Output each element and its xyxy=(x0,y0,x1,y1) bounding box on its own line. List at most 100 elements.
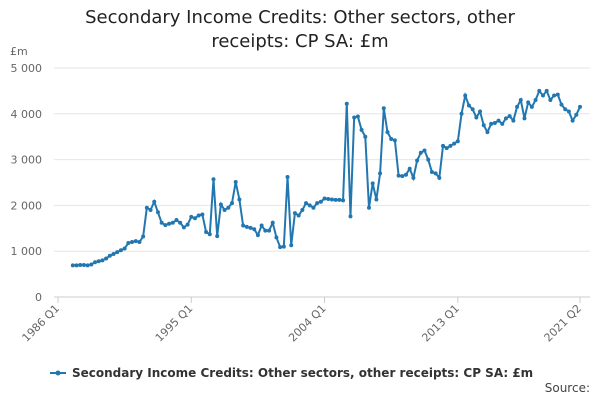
y-tick-label: 1 000 xyxy=(11,245,43,258)
point xyxy=(89,262,94,267)
point xyxy=(363,134,368,139)
x-tick-label: 1986 Q1 xyxy=(20,302,63,345)
point xyxy=(248,225,253,230)
point xyxy=(537,88,542,93)
point xyxy=(348,214,353,219)
point xyxy=(133,239,138,244)
point xyxy=(252,227,257,232)
point xyxy=(518,98,523,103)
point xyxy=(489,121,494,126)
point xyxy=(374,197,379,202)
point xyxy=(370,181,375,186)
point xyxy=(226,205,231,210)
point xyxy=(426,157,431,162)
point xyxy=(478,109,483,114)
point xyxy=(181,225,186,230)
point xyxy=(218,202,223,207)
legend-marker xyxy=(55,370,61,376)
point xyxy=(200,212,205,217)
point xyxy=(404,172,408,177)
point xyxy=(381,106,386,111)
point xyxy=(122,246,127,251)
point xyxy=(566,109,571,114)
point xyxy=(522,116,527,121)
point xyxy=(259,223,264,228)
point xyxy=(167,221,172,226)
point xyxy=(241,223,246,228)
point xyxy=(563,107,568,112)
point xyxy=(207,232,212,237)
point xyxy=(311,205,316,210)
point xyxy=(270,220,275,225)
point xyxy=(285,175,290,180)
point xyxy=(296,213,301,218)
point xyxy=(507,114,512,119)
point xyxy=(100,258,105,263)
point xyxy=(93,260,98,265)
point xyxy=(540,93,545,98)
point xyxy=(385,130,390,135)
x-tick-label: 2004 Q1 xyxy=(286,302,329,345)
y-tick-label: 3 000 xyxy=(11,154,43,167)
point xyxy=(104,256,109,261)
point xyxy=(74,263,79,268)
point xyxy=(170,220,175,225)
point xyxy=(441,143,446,148)
point xyxy=(411,175,416,180)
point xyxy=(396,173,401,178)
point xyxy=(400,174,405,179)
point xyxy=(570,118,575,123)
point xyxy=(578,104,582,109)
point xyxy=(289,243,294,248)
point xyxy=(452,141,457,146)
point xyxy=(574,112,579,117)
point xyxy=(70,263,75,268)
point xyxy=(215,234,220,239)
point xyxy=(515,104,520,109)
y-unit: £m xyxy=(10,45,28,58)
point xyxy=(500,121,505,126)
point xyxy=(130,240,135,245)
point xyxy=(85,263,90,268)
source: Source: xyxy=(545,381,590,395)
point xyxy=(455,139,460,144)
point xyxy=(244,224,249,229)
point xyxy=(526,100,531,105)
point xyxy=(137,240,142,245)
point xyxy=(192,216,197,221)
point xyxy=(326,196,331,201)
point xyxy=(341,198,346,203)
point xyxy=(422,148,427,153)
point xyxy=(111,251,116,256)
point xyxy=(152,199,157,204)
point xyxy=(211,177,216,182)
point xyxy=(444,146,449,151)
point xyxy=(159,220,164,225)
point xyxy=(511,118,516,123)
point xyxy=(230,201,234,206)
point xyxy=(178,220,183,225)
line xyxy=(72,88,581,267)
legend-label: Secondary Income Credits: Other sectors,… xyxy=(72,366,533,380)
y-tick-label: 5 000 xyxy=(11,62,43,75)
point xyxy=(378,171,383,176)
point xyxy=(292,211,297,216)
point xyxy=(344,101,349,106)
point xyxy=(544,88,549,93)
point xyxy=(474,115,479,120)
point xyxy=(418,150,423,155)
point xyxy=(174,218,179,223)
point xyxy=(233,180,238,185)
point xyxy=(107,253,112,258)
point xyxy=(529,104,534,109)
point xyxy=(359,127,364,132)
point xyxy=(126,240,131,245)
point xyxy=(307,203,312,208)
point xyxy=(278,245,283,250)
point xyxy=(429,169,434,174)
point xyxy=(333,197,338,202)
point xyxy=(263,228,268,233)
point xyxy=(470,107,475,112)
